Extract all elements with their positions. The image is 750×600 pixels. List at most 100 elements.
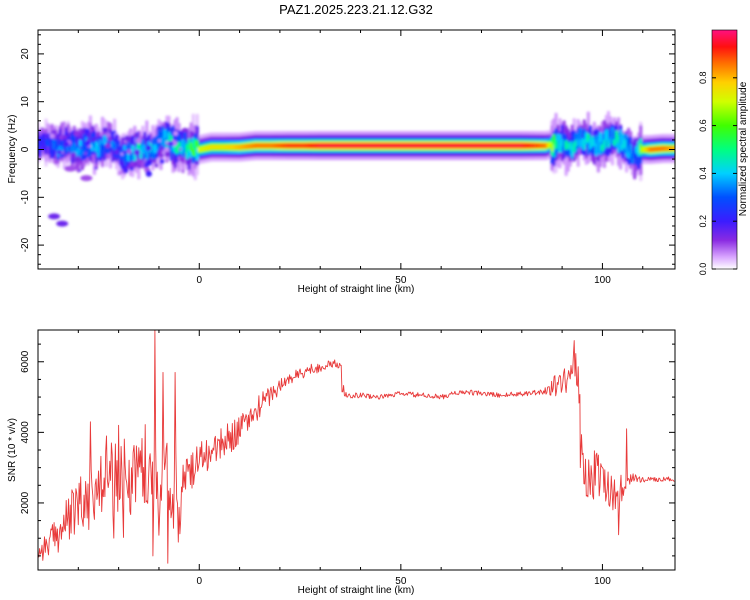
ridge-cell — [457, 143, 461, 149]
ridge-cell — [161, 137, 165, 146]
spectral-speckle — [92, 127, 96, 131]
ridge-cell — [312, 143, 316, 149]
ridge-cell — [453, 143, 457, 149]
ridge-cell — [556, 133, 560, 141]
ridge-cell — [252, 143, 256, 149]
ridge-cell — [663, 146, 667, 151]
ridge-cell — [433, 143, 437, 149]
ridge-cell — [302, 143, 306, 149]
spectral-speckle — [164, 151, 171, 158]
ridge-cell — [604, 129, 609, 141]
ridge-cell — [330, 143, 334, 149]
ridge-cell — [264, 143, 268, 149]
ridge-cell — [443, 143, 447, 149]
spectral-speckle — [118, 160, 125, 167]
ridge-cell — [336, 143, 340, 149]
spectral-speckle — [181, 170, 184, 173]
ridge-cell — [272, 143, 276, 149]
spectral-speckle — [154, 163, 159, 168]
spectral-speckle — [173, 157, 179, 164]
spectral-speckle — [117, 154, 120, 158]
spectral-speckle — [81, 154, 88, 160]
spectral-speckle — [129, 167, 134, 171]
ridge-cell — [364, 143, 369, 149]
ridge-cell — [496, 143, 500, 149]
ridge-cell — [346, 143, 351, 149]
ridge-cell — [449, 143, 453, 149]
ridge-cell — [340, 143, 344, 149]
ridge-cell — [423, 143, 427, 149]
colorbar: 0.0 0.2 0.4 0.6 0.8 Normalized spectral ampl… — [698, 29, 749, 275]
ridge-cell — [481, 143, 486, 149]
ridge-cell — [215, 144, 220, 150]
ridge-cell — [435, 143, 439, 149]
ridge-cell — [467, 143, 471, 149]
ridge-cell — [360, 143, 365, 149]
ridge-cell — [304, 143, 308, 149]
ridge-cell — [328, 143, 332, 149]
spectral-speckle — [106, 132, 111, 138]
spectral-speckle — [74, 156, 82, 163]
ridge-cell — [371, 143, 375, 149]
outlier-blob — [64, 165, 77, 172]
y-tick-label: 10 — [20, 96, 31, 108]
colorbar-tick-label: 0.8 — [698, 72, 708, 85]
spectral-ridge — [38, 110, 675, 227]
ridge-cell — [643, 147, 647, 152]
ridge-cell — [163, 129, 167, 139]
ridge-cell — [98, 139, 103, 146]
ridge-cell — [322, 143, 326, 149]
ridge-cell — [667, 146, 671, 151]
spectral-speckle — [133, 149, 141, 156]
ridge-cell — [645, 147, 649, 152]
ridge-cell — [300, 143, 304, 149]
ridge-cell — [483, 143, 488, 149]
ridge-cell — [237, 144, 242, 150]
ridge-cell — [459, 143, 463, 149]
ridge-cell — [491, 143, 496, 149]
ridge-cell — [54, 139, 58, 150]
spectral-speckle — [133, 163, 138, 168]
ridge-cell — [669, 146, 673, 151]
ridge-cell — [356, 143, 361, 149]
ridge-cell — [338, 143, 342, 149]
spectral-speckle — [49, 133, 55, 139]
ridge-cell — [270, 143, 274, 149]
spectral-speckle — [70, 152, 77, 158]
ridge-cell — [203, 145, 207, 151]
colorbar-tick-label: 0.6 — [698, 119, 708, 132]
spectral-speckle — [107, 136, 113, 142]
ridge-cell — [209, 144, 213, 150]
ridge-cell — [113, 142, 117, 151]
ridge-cell — [131, 144, 135, 153]
ridge-cell — [145, 149, 149, 160]
ridge-cell — [332, 143, 336, 149]
ridge-cell — [235, 144, 240, 150]
ridge-cell — [651, 146, 655, 152]
y-tick-label: -20 — [20, 237, 31, 252]
ridge-cell — [602, 139, 607, 149]
spectral-speckle — [65, 157, 70, 163]
spectral-speckle — [130, 161, 134, 166]
ridge-cell — [314, 143, 318, 149]
ridge-cell — [316, 143, 320, 149]
ridge-cell — [441, 143, 445, 149]
ridge-cell — [659, 146, 663, 152]
ridge-cell — [326, 143, 330, 149]
ridge-cell — [455, 143, 459, 149]
spectral-speckle — [161, 153, 165, 157]
ridge-cell — [205, 145, 209, 151]
snr-xlabel: Height of straight line (km) — [298, 585, 415, 596]
ridge-cell — [290, 143, 294, 149]
spectral-speckle — [165, 141, 169, 145]
ridge-cell — [524, 143, 528, 149]
ridge-cell — [362, 143, 367, 149]
ridge-cell — [225, 144, 230, 150]
ridge-cell — [550, 142, 554, 152]
ridge-cell — [661, 146, 665, 151]
ridge-cell — [227, 144, 232, 150]
ridge-cell — [379, 143, 383, 149]
ridge-cell — [419, 143, 423, 149]
ridge-cell — [274, 143, 278, 149]
spectral-speckle — [120, 152, 124, 156]
